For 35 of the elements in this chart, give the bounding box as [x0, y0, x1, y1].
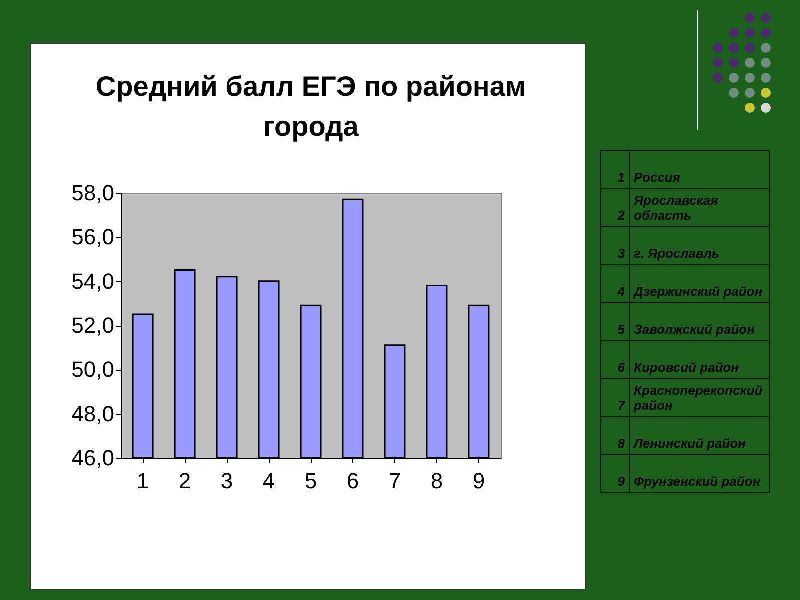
- y-tick-label: 56,0: [72, 224, 114, 250]
- x-tick-label: 5: [304, 468, 318, 494]
- text: Ленинский район: [630, 416, 770, 454]
- x-tick-label: 1: [136, 468, 150, 494]
- text: Дзержинский район: [630, 264, 770, 302]
- text: Заволжский район: [630, 302, 770, 340]
- text: города: [263, 111, 359, 142]
- y-tick-label: 58,0: [72, 180, 114, 206]
- category-label: 4: [618, 284, 625, 299]
- y-tick-label: 46,0: [72, 446, 114, 470]
- text: г. Ярославль: [630, 226, 770, 264]
- y-tick-label: 48,0: [72, 401, 114, 426]
- x-tick-label: 3: [220, 468, 234, 494]
- x-tick-label: 9: [472, 468, 486, 494]
- y-tick-label: 50,0: [72, 357, 114, 382]
- category-label: 6: [618, 360, 625, 375]
- x-tick-label: 7: [388, 468, 402, 494]
- category-label: 5: [618, 322, 625, 337]
- x-tick-label: 4: [262, 468, 276, 494]
- y-tick-label: 52,0: [72, 313, 114, 338]
- text: Кировсий район: [630, 340, 770, 378]
- x-tick-label: 6: [346, 468, 360, 494]
- category-label: 7: [618, 398, 625, 413]
- category-label: 2: [618, 208, 625, 223]
- text: Средний балл ЕГЭ по районам: [96, 71, 526, 102]
- y-tick-label: 54,0: [72, 268, 114, 294]
- text: Ярославская область: [630, 188, 770, 226]
- category-label: 1: [618, 170, 625, 185]
- category-label: 3: [618, 246, 625, 261]
- text: Россия: [630, 150, 770, 188]
- text: Красноперекопский район: [630, 378, 770, 416]
- text: Фрунзенский район: [630, 454, 770, 492]
- x-tick-label: 8: [430, 468, 444, 494]
- x-tick-label: 2: [178, 468, 192, 494]
- category-label: 8: [618, 436, 625, 451]
